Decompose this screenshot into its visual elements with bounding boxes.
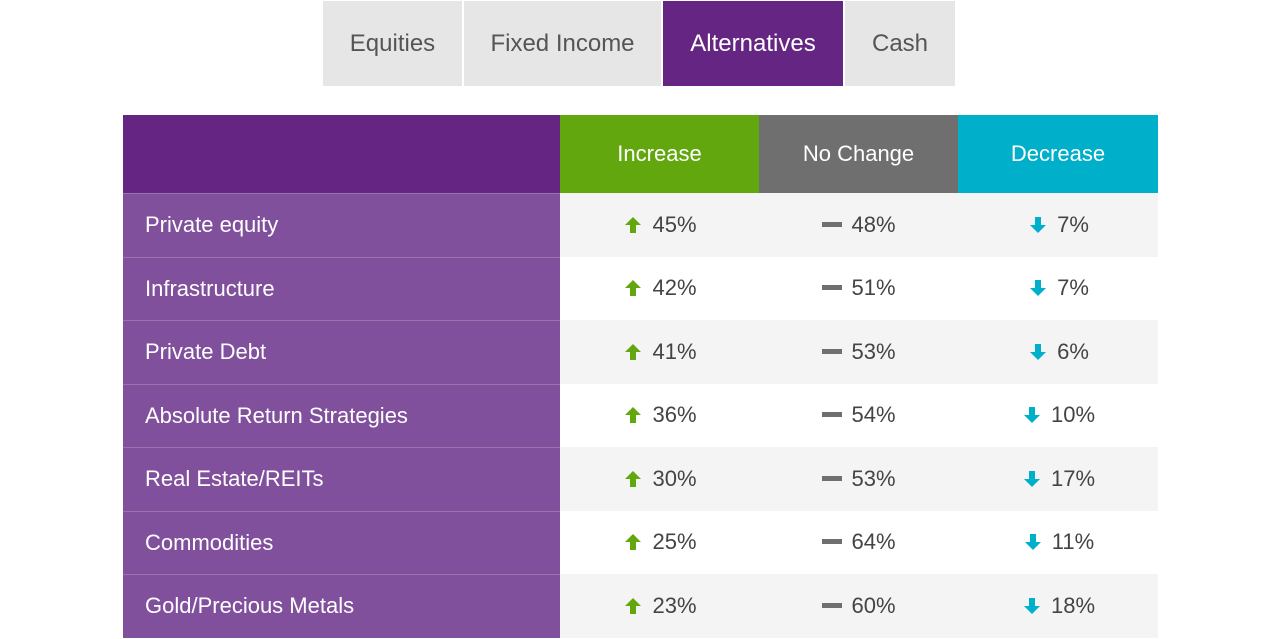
- table-row: Real Estate/REITs 30% 53% 17%: [123, 447, 1158, 511]
- decrease-value: 18%: [1050, 592, 1096, 618]
- arrow-up-icon: [622, 278, 644, 298]
- decrease-cell: 7%: [958, 256, 1158, 320]
- increase-value: 42%: [652, 275, 697, 301]
- increase-value: 41%: [652, 338, 697, 364]
- increase-cell: 41%: [560, 320, 759, 384]
- decrease-value: 11%: [1051, 529, 1095, 555]
- table-row: Private Debt 41% 53% 6%: [123, 320, 1158, 384]
- no-change-cell: 64%: [759, 510, 958, 574]
- no-change-value: 48%: [851, 211, 896, 237]
- row-label: Real Estate/REITs: [123, 447, 560, 511]
- row-label: Absolute Return Strategies: [123, 383, 560, 447]
- decrease-value: 17%: [1050, 465, 1096, 491]
- arrow-up-icon: [622, 596, 644, 616]
- increase-cell: 45%: [560, 193, 759, 257]
- increase-value: 30%: [652, 465, 697, 491]
- row-label: Private Debt: [123, 320, 560, 384]
- arrow-up-icon: [622, 532, 644, 552]
- arrow-down-icon: [1027, 278, 1049, 298]
- dash-icon: [821, 405, 843, 425]
- arrow-up-icon: [622, 469, 644, 489]
- decrease-cell: 6%: [958, 320, 1158, 384]
- survey-table: Increase No Change Decrease Private equi…: [123, 115, 1158, 638]
- decrease-value: 6%: [1057, 338, 1089, 364]
- header-increase: Increase: [560, 115, 759, 193]
- arrow-down-icon: [1022, 532, 1044, 552]
- table-row: Absolute Return Strategies 36% 54% 10%: [123, 383, 1158, 447]
- no-change-value: 64%: [851, 529, 896, 555]
- tab-alternatives[interactable]: Alternatives: [663, 1, 843, 86]
- arrow-up-icon: [622, 342, 644, 362]
- no-change-value: 60%: [851, 592, 896, 618]
- arrow-down-icon: [1021, 405, 1043, 425]
- no-change-value: 54%: [851, 402, 896, 428]
- dash-icon: [821, 469, 843, 489]
- dash-icon: [821, 342, 843, 362]
- increase-cell: 42%: [560, 256, 759, 320]
- dash-icon: [821, 278, 843, 298]
- arrow-down-icon: [1027, 215, 1049, 235]
- no-change-cell: 53%: [759, 447, 958, 511]
- no-change-cell: 51%: [759, 256, 958, 320]
- no-change-value: 53%: [851, 465, 896, 491]
- header-no-change: No Change: [759, 115, 958, 193]
- decrease-value: 7%: [1057, 211, 1089, 237]
- table-row: Commodities 25% 64% 11%: [123, 510, 1158, 574]
- increase-cell: 25%: [560, 510, 759, 574]
- increase-cell: 30%: [560, 447, 759, 511]
- table-row: Private equity 45% 48% 7%: [123, 193, 1158, 257]
- no-change-cell: 53%: [759, 320, 958, 384]
- no-change-cell: 60%: [759, 574, 958, 638]
- header-decrease: Decrease: [958, 115, 1158, 193]
- dash-icon: [821, 215, 843, 235]
- table-body: Private equity 45% 48% 7% Infrastructure 42% 5…: [123, 193, 1158, 638]
- table-row: Infrastructure 42% 51% 7%: [123, 256, 1158, 320]
- row-label: Private equity: [123, 193, 560, 257]
- decrease-cell: 18%: [958, 574, 1158, 638]
- dash-icon: [821, 532, 843, 552]
- table-header-row: Increase No Change Decrease: [123, 115, 1158, 193]
- decrease-cell: 7%: [958, 193, 1158, 257]
- decrease-cell: 11%: [958, 510, 1158, 574]
- increase-cell: 23%: [560, 574, 759, 638]
- tab-bar: Equities Fixed Income Alternatives Cash: [323, 1, 955, 86]
- table-row: Gold/Precious Metals 23% 60% 18%: [123, 574, 1158, 638]
- increase-value: 45%: [652, 211, 697, 237]
- header-corner: [123, 115, 560, 193]
- decrease-cell: 17%: [958, 447, 1158, 511]
- arrow-up-icon: [622, 405, 644, 425]
- decrease-value: 7%: [1057, 275, 1089, 301]
- tab-fixed-income[interactable]: Fixed Income: [464, 1, 661, 86]
- increase-cell: 36%: [560, 383, 759, 447]
- arrow-down-icon: [1021, 596, 1043, 616]
- tab-equities[interactable]: Equities: [323, 1, 462, 86]
- arrow-down-icon: [1021, 469, 1043, 489]
- arrow-down-icon: [1027, 342, 1049, 362]
- no-change-value: 53%: [851, 338, 896, 364]
- increase-value: 23%: [652, 592, 697, 618]
- no-change-value: 51%: [851, 275, 896, 301]
- row-label: Commodities: [123, 510, 560, 574]
- no-change-cell: 54%: [759, 383, 958, 447]
- increase-value: 25%: [652, 529, 697, 555]
- dash-icon: [821, 596, 843, 616]
- arrow-up-icon: [622, 215, 644, 235]
- increase-value: 36%: [652, 402, 697, 428]
- decrease-cell: 10%: [958, 383, 1158, 447]
- no-change-cell: 48%: [759, 193, 958, 257]
- row-label: Infrastructure: [123, 256, 560, 320]
- row-label: Gold/Precious Metals: [123, 574, 560, 638]
- tab-cash[interactable]: Cash: [845, 1, 955, 86]
- decrease-value: 10%: [1050, 402, 1096, 428]
